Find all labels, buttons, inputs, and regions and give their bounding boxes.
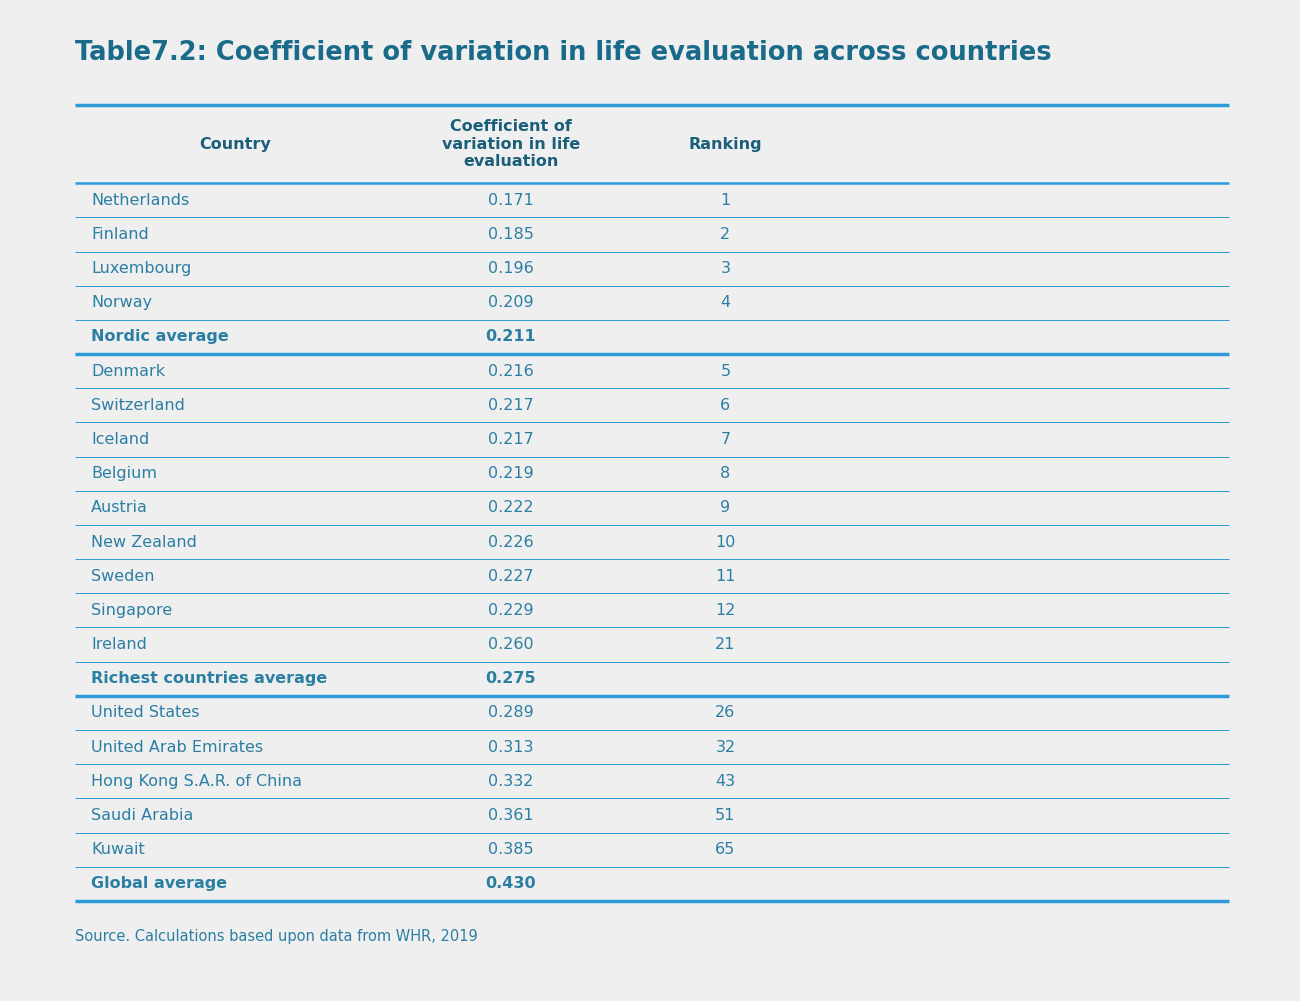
Text: Source. Calculations based upon data from WHR, 2019: Source. Calculations based upon data fro… [75, 929, 478, 944]
Text: 2: 2 [720, 227, 731, 242]
Text: Singapore: Singapore [91, 603, 172, 618]
Text: 0.222: 0.222 [488, 500, 534, 516]
Text: 0.196: 0.196 [488, 261, 534, 276]
Text: Finland: Finland [91, 227, 148, 242]
Text: 0.313: 0.313 [489, 740, 534, 755]
Text: 12: 12 [715, 603, 736, 618]
Text: Netherlands: Netherlands [91, 193, 190, 208]
Text: 0.211: 0.211 [486, 329, 536, 344]
Text: United Arab Emirates: United Arab Emirates [91, 740, 263, 755]
Text: Kuwait: Kuwait [91, 842, 144, 857]
Text: 0.171: 0.171 [488, 193, 534, 208]
Text: 1: 1 [720, 193, 731, 208]
Text: 26: 26 [715, 706, 736, 721]
Text: 11: 11 [715, 569, 736, 584]
Text: Ranking: Ranking [689, 137, 762, 151]
Text: 0.209: 0.209 [488, 295, 534, 310]
Text: 5: 5 [720, 363, 731, 378]
Text: 9: 9 [720, 500, 731, 516]
Text: Belgium: Belgium [91, 466, 157, 481]
Text: 0.227: 0.227 [488, 569, 534, 584]
Text: Norway: Norway [91, 295, 152, 310]
Text: Saudi Arabia: Saudi Arabia [91, 808, 194, 823]
Text: 0.361: 0.361 [488, 808, 534, 823]
Text: Austria: Austria [91, 500, 148, 516]
Text: Ireland: Ireland [91, 637, 147, 652]
Text: 0.219: 0.219 [488, 466, 534, 481]
Text: Switzerland: Switzerland [91, 397, 185, 412]
Text: Global average: Global average [91, 876, 228, 891]
Text: 0.216: 0.216 [488, 363, 534, 378]
Text: Hong Kong S.A.R. of China: Hong Kong S.A.R. of China [91, 774, 302, 789]
Text: 0.385: 0.385 [488, 842, 534, 857]
Text: Denmark: Denmark [91, 363, 165, 378]
Text: 0.289: 0.289 [488, 706, 534, 721]
Text: 32: 32 [715, 740, 736, 755]
Text: 3: 3 [720, 261, 731, 276]
Text: 21: 21 [715, 637, 736, 652]
Text: United States: United States [91, 706, 199, 721]
Text: 0.226: 0.226 [488, 535, 534, 550]
Text: Country: Country [199, 137, 270, 151]
Text: Iceland: Iceland [91, 432, 150, 447]
Text: New Zealand: New Zealand [91, 535, 196, 550]
Text: 10: 10 [715, 535, 736, 550]
Text: 0.185: 0.185 [488, 227, 534, 242]
Text: Coefficient of
variation in life
evaluation: Coefficient of variation in life evaluat… [442, 119, 580, 169]
Text: Luxembourg: Luxembourg [91, 261, 191, 276]
Text: 0.217: 0.217 [488, 397, 534, 412]
Text: 7: 7 [720, 432, 731, 447]
Text: 51: 51 [715, 808, 736, 823]
Text: Nordic average: Nordic average [91, 329, 229, 344]
Text: 0.332: 0.332 [489, 774, 533, 789]
Text: 65: 65 [715, 842, 736, 857]
Text: 8: 8 [720, 466, 731, 481]
Text: 0.430: 0.430 [486, 876, 536, 891]
Text: Table7.2: Coefficient of variation in life evaluation across countries: Table7.2: Coefficient of variation in li… [75, 40, 1052, 66]
Text: Sweden: Sweden [91, 569, 155, 584]
Text: 0.260: 0.260 [488, 637, 534, 652]
Text: 43: 43 [715, 774, 736, 789]
Text: 4: 4 [720, 295, 731, 310]
Text: 0.229: 0.229 [488, 603, 534, 618]
Text: 6: 6 [720, 397, 731, 412]
Text: Richest countries average: Richest countries average [91, 672, 328, 687]
Text: 0.217: 0.217 [488, 432, 534, 447]
Text: 0.275: 0.275 [486, 672, 536, 687]
